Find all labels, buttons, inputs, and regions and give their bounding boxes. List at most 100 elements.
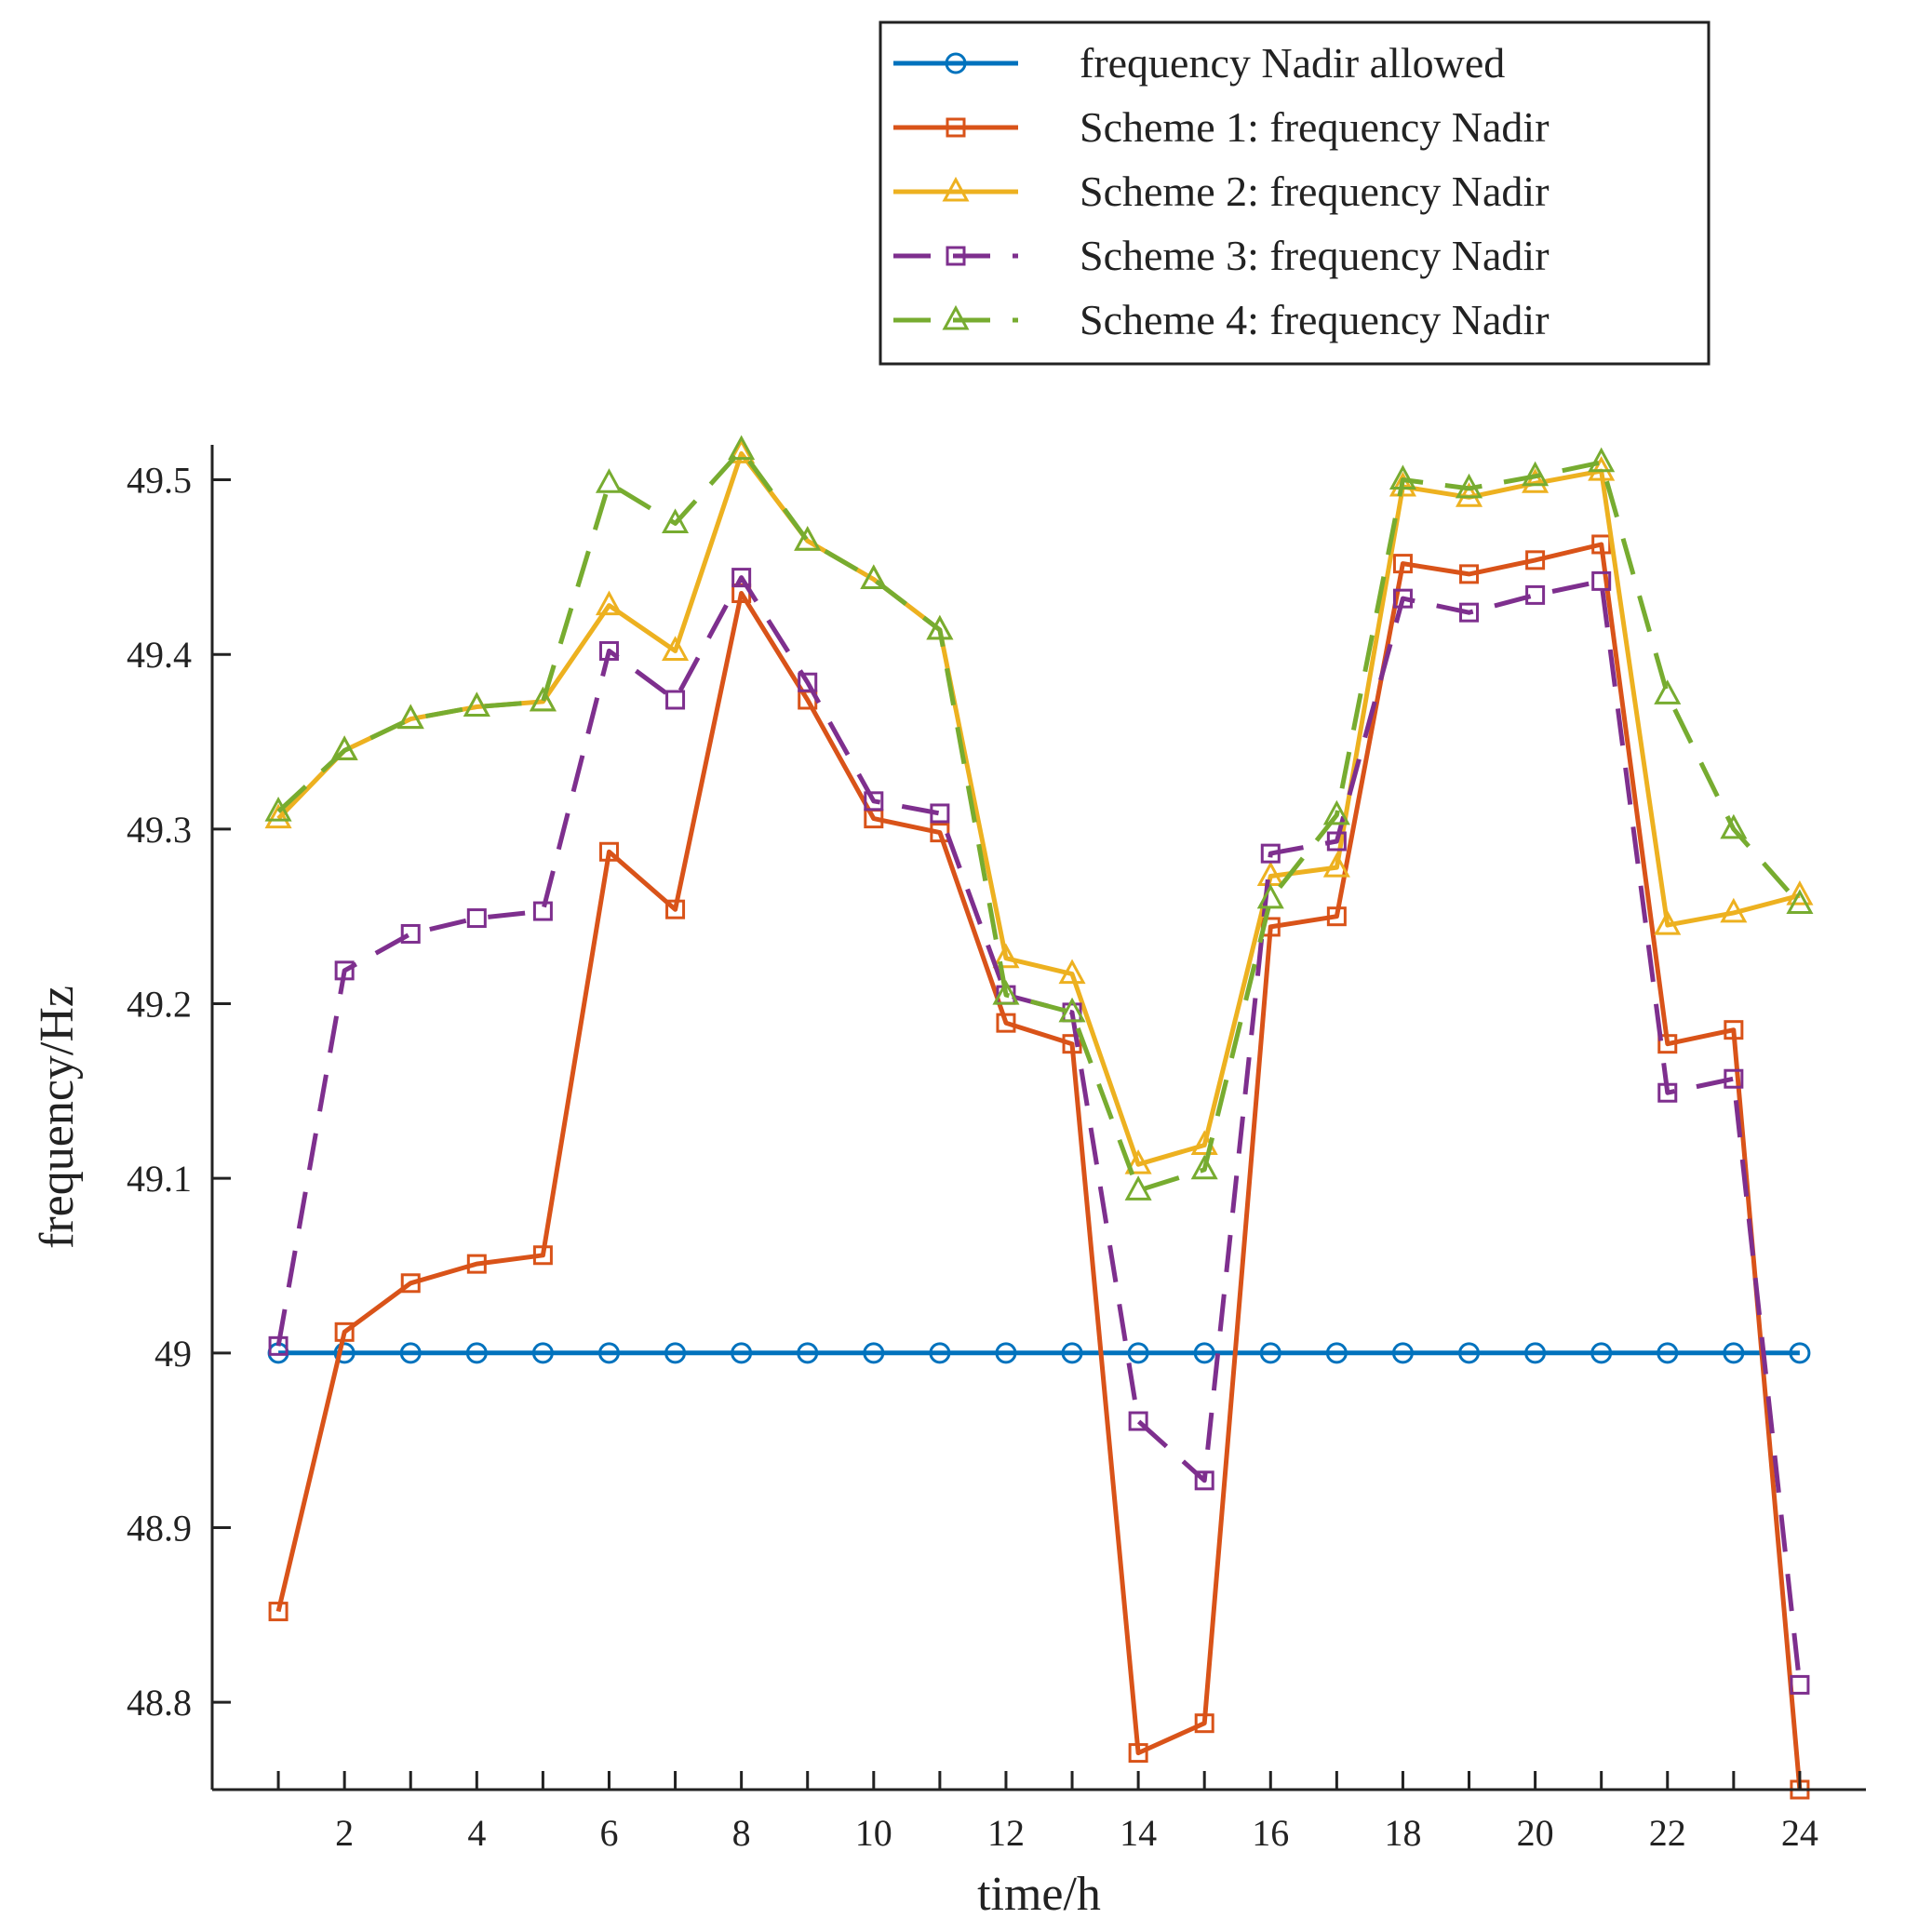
data-point	[1260, 843, 1281, 864]
x-tick-label: 18	[1384, 1812, 1421, 1854]
legend-marker	[942, 304, 970, 330]
y-tick-label: 49.3	[127, 809, 192, 851]
data-point	[268, 1335, 288, 1356]
data-point	[996, 1013, 1016, 1033]
data-point	[731, 568, 752, 588]
data-point	[665, 899, 686, 919]
data-point	[1062, 1034, 1082, 1054]
data-point	[531, 1342, 554, 1364]
data-point	[1322, 852, 1350, 878]
data-point	[1458, 1342, 1481, 1364]
y-tick-label: 49.4	[127, 634, 192, 676]
y-ticks: 48.8 48.9 49 49.1 49.2 49.3 49.4 49.5	[127, 460, 231, 1724]
data-point	[1455, 473, 1483, 499]
legend-marker	[946, 117, 966, 138]
x-ticks: 2 4 6 8 10 12 14 16 18 20 22 24	[276, 1771, 1818, 1854]
data-point	[1459, 602, 1480, 623]
data-point	[1124, 1175, 1152, 1201]
data-point	[1194, 1470, 1214, 1491]
data-point	[1525, 550, 1546, 570]
x-tick-label: 2	[335, 1812, 354, 1854]
legend-marker	[946, 246, 966, 266]
x-tick-label: 6	[599, 1812, 618, 1854]
data-point	[798, 672, 818, 692]
data-point	[532, 1245, 553, 1266]
data-point	[1657, 1342, 1679, 1364]
series-1	[267, 1342, 1811, 1364]
data-point	[1654, 909, 1682, 935]
data-point	[992, 943, 1020, 969]
data-point	[529, 686, 557, 712]
data-point	[465, 1342, 488, 1364]
data-point	[662, 636, 690, 661]
data-point	[1786, 880, 1814, 906]
data-point	[333, 1342, 356, 1364]
y-tick-label: 49.5	[127, 460, 192, 502]
data-point	[1259, 1342, 1281, 1364]
series-4	[268, 568, 1810, 1695]
x-tick-label: 8	[732, 1812, 751, 1854]
data-point	[400, 1273, 421, 1294]
legend-items: frequency Nadir allowed Scheme 1: frequen…	[893, 39, 1550, 343]
data-point	[1522, 468, 1550, 493]
data-point	[1127, 1342, 1149, 1364]
data-point	[1723, 1342, 1745, 1364]
data-point	[264, 796, 292, 822]
data-point	[1193, 1342, 1215, 1364]
series-line	[276, 448, 1802, 1193]
legend-label: frequency Nadir allowed	[1080, 39, 1505, 87]
data-point	[1786, 889, 1814, 915]
data-point	[466, 1254, 487, 1274]
data-point	[1392, 588, 1413, 609]
data-point	[1657, 1034, 1678, 1054]
plot-area	[264, 435, 1814, 1800]
series-line	[275, 542, 1803, 1791]
data-point	[728, 438, 756, 463]
data-point	[1389, 464, 1416, 490]
x-axis-label: time/h	[977, 1868, 1101, 1921]
data-point	[1654, 679, 1682, 704]
data-point	[1724, 1020, 1744, 1040]
data-point	[794, 526, 822, 551]
data-point	[1657, 1082, 1678, 1103]
x-tick-label: 10	[855, 1812, 892, 1854]
data-point	[1322, 799, 1350, 825]
data-point	[334, 960, 355, 981]
data-point	[860, 564, 888, 589]
data-point	[1389, 471, 1416, 497]
data-point	[731, 1342, 753, 1364]
data-point	[1588, 456, 1616, 481]
data-point	[929, 1342, 951, 1364]
x-tick-label: 14	[1120, 1812, 1157, 1854]
data-point	[532, 901, 553, 921]
data-point	[1256, 883, 1284, 909]
x-tick-label: 12	[987, 1812, 1025, 1854]
data-point	[595, 468, 624, 493]
legend-item: Scheme 1: frequency Nadir	[893, 103, 1550, 151]
data-point	[665, 690, 686, 710]
legend-marker	[942, 176, 970, 202]
data-point	[662, 508, 690, 533]
y-tick-label: 48.8	[127, 1682, 192, 1724]
legend-marker	[945, 52, 967, 74]
data-point	[1790, 1674, 1810, 1695]
data-point	[399, 1342, 422, 1364]
y-axis-label: frequency/Hz	[31, 986, 84, 1249]
legend-label: Scheme 2: frequency Nadir	[1080, 168, 1550, 215]
data-point	[992, 980, 1020, 1005]
data-point	[864, 791, 884, 812]
legend-item: frequency Nadir allowed	[893, 39, 1505, 87]
data-point	[1190, 1154, 1218, 1180]
data-point	[1720, 897, 1748, 923]
legend-label: Scheme 4: frequency Nadir	[1080, 296, 1550, 343]
data-point	[1326, 906, 1347, 927]
data-point	[1058, 997, 1086, 1023]
data-point	[1326, 831, 1347, 852]
x-tick-label: 24	[1781, 1812, 1818, 1854]
data-point	[1194, 1713, 1214, 1734]
series-2	[268, 534, 1810, 1800]
data-point	[1392, 554, 1413, 574]
data-point	[1325, 1342, 1348, 1364]
x-tick-label: 4	[467, 1812, 486, 1854]
